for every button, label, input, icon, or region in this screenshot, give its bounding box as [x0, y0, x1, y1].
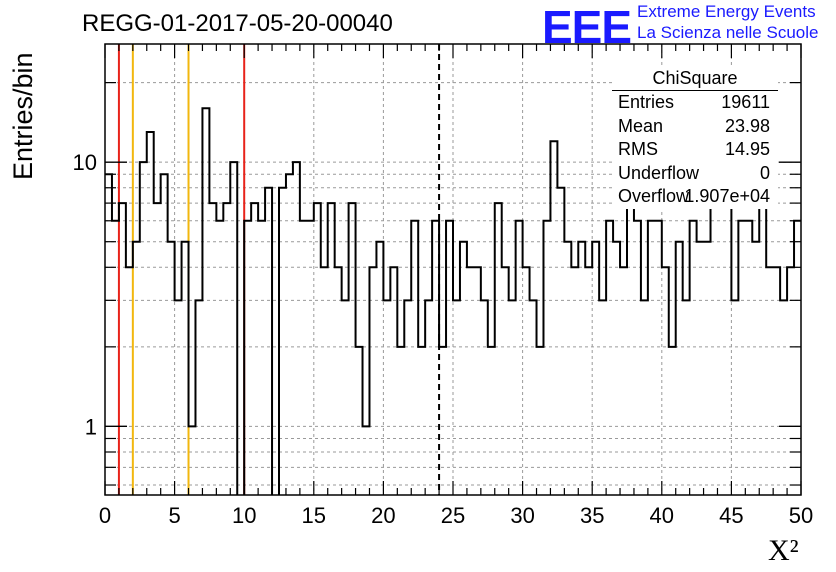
y-tick-label: 10: [73, 150, 97, 175]
x-axis-label: X²: [768, 534, 799, 567]
stats-value: 1.907e+04: [684, 186, 770, 206]
stats-value: 0: [759, 162, 770, 183]
logo-line-1: Extreme Energy Events: [637, 2, 816, 21]
stats-value: 23.98: [724, 115, 770, 136]
stats-row-entries: Entries 19611: [612, 91, 778, 115]
x-tick-label: 45: [719, 503, 743, 528]
stats-key: Entries: [618, 92, 675, 112]
stats-title: ChiSquare: [612, 66, 778, 91]
y-tick-label: 1: [85, 414, 97, 439]
y-axis-label: Entries/bin: [8, 52, 38, 180]
chart-title: REGG-01-2017-05-20-00040: [82, 10, 393, 37]
x-tick-label: 5: [168, 503, 180, 528]
x-tick-label: 25: [441, 503, 465, 528]
stats-key: Mean: [618, 115, 664, 136]
logo-line-2: La Scienza nelle Scuole: [637, 23, 819, 42]
stats-value: 19611: [721, 92, 770, 112]
x-tick-label: 15: [302, 503, 326, 528]
stats-row-mean: Mean 23.98: [612, 115, 778, 139]
x-tick-label: 50: [789, 503, 813, 528]
stats-box: ChiSquare Entries 19611 Mean 23.98 RMS 1…: [612, 66, 778, 209]
stats-row-rms: RMS 14.95: [612, 138, 778, 162]
stats-row-underflow: Underflow 0: [612, 162, 778, 186]
x-tick-label: 35: [580, 503, 604, 528]
x-tick-label: 40: [650, 503, 674, 528]
stats-key: RMS: [618, 139, 658, 159]
eee-logo: EEE: [542, 1, 632, 53]
stats-key: Overflow: [618, 186, 690, 206]
stats-value: 14.95: [724, 139, 770, 159]
stats-row-overflow: Overflow 1.907e+04: [612, 185, 778, 209]
histogram-series: [105, 107, 801, 495]
x-tick-label: 10: [232, 503, 256, 528]
x-tick-label: 30: [510, 503, 534, 528]
x-tick-label: 0: [99, 503, 111, 528]
stats-key: Underflow: [618, 162, 700, 183]
x-tick-label: 20: [371, 503, 395, 528]
